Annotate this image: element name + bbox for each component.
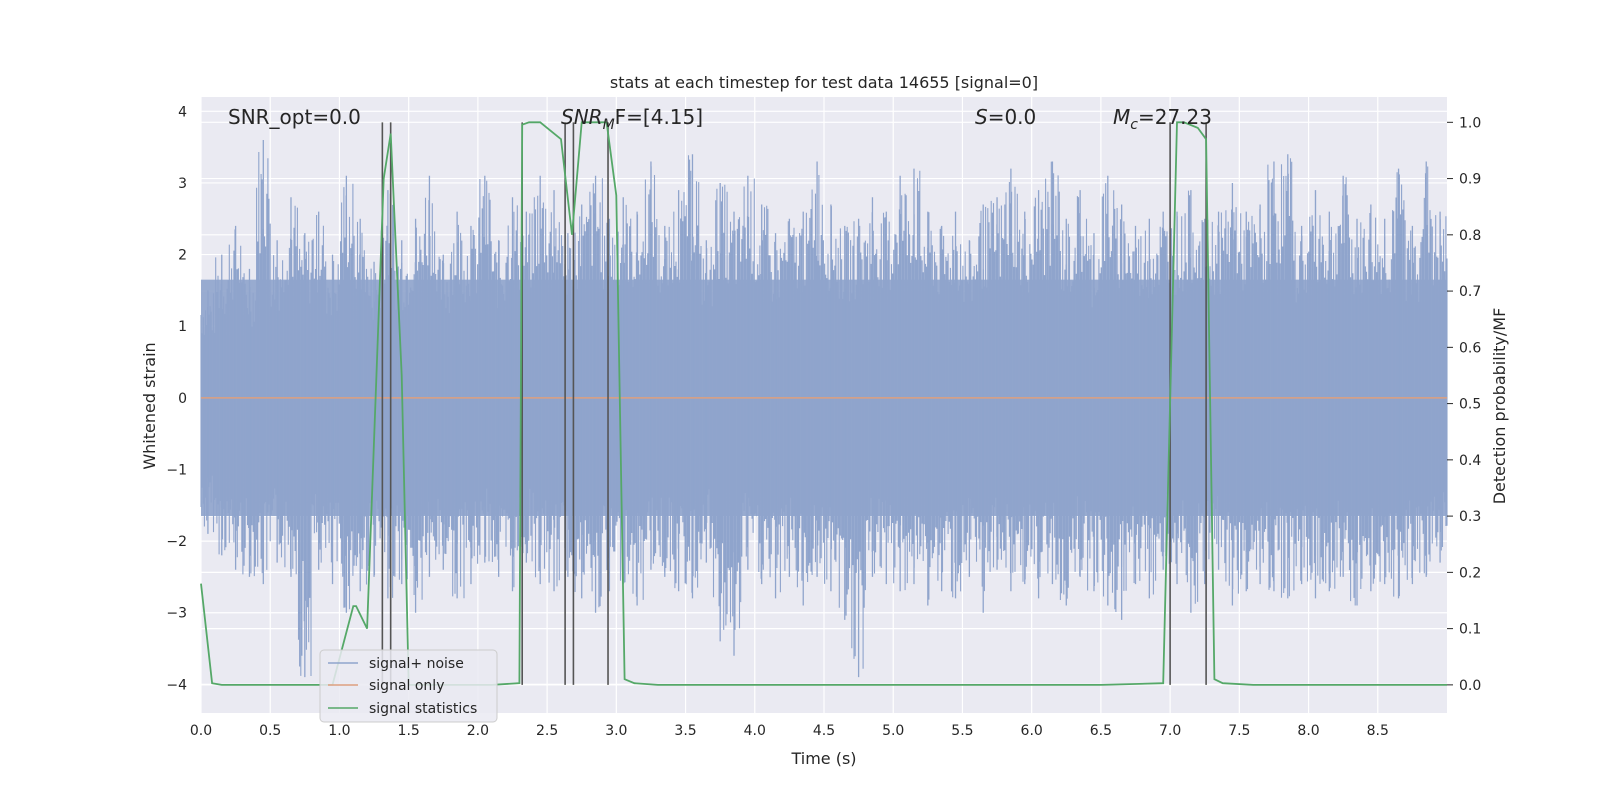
annotation-s-rest: =0.0	[988, 105, 1037, 129]
annotation-mc-rest: =27.23	[1138, 105, 1212, 129]
annotation-mc-sub: c	[1130, 117, 1138, 133]
y2-tick-label: 0.7	[1459, 284, 1481, 300]
signal-statistics-series	[200, 121, 1447, 686]
annotation-s: S=0.0	[975, 105, 1036, 129]
x-tick-label: 8.5	[1367, 723, 1389, 739]
x-tick-label: 4.5	[813, 723, 835, 739]
y2-tick-label: 0.9	[1459, 172, 1481, 188]
x-tick-label: 1.5	[398, 723, 420, 739]
y-tick-label: −2	[166, 534, 187, 550]
chart-title: stats at each timestep for test data 146…	[610, 73, 1038, 92]
legend-label-signal-noise: signal+ noise	[369, 656, 464, 672]
annotation-mc-main: M	[1113, 105, 1130, 129]
x-tick-label: 0.0	[190, 723, 212, 739]
y2-tick-label: 0.3	[1459, 509, 1481, 525]
y2-tick-label: 0.6	[1459, 340, 1481, 356]
x-tick-label: 6.0	[1021, 723, 1043, 739]
x-tick-label: 2.5	[536, 723, 558, 739]
x-tick-label: 5.0	[882, 723, 904, 739]
legend-box	[319, 649, 498, 723]
annotation-snr-mf-main: SNR	[561, 105, 603, 129]
x-tick-label: 0.5	[259, 723, 281, 739]
signal-statistics-line	[200, 121, 1447, 686]
tick-labels: 0.0 0.5 1.0 1.5 2.0 2.5 3.0 3.5 4.0 4.5 5.0 5.5 6.0 6…	[166, 104, 1481, 739]
y2-tick-label: 0.2	[1459, 565, 1481, 581]
y-tick-label: −3	[166, 606, 187, 622]
y-tick-label: 4	[178, 104, 187, 120]
y-tick-label: 2	[178, 248, 187, 264]
x-tick-label: 3.0	[605, 723, 627, 739]
y-axis-label: Whitened strain	[140, 342, 159, 469]
legend-label-signal-only: signal only	[369, 678, 444, 694]
x-tick-label: 3.5	[674, 723, 696, 739]
annotation-s-main: S	[975, 105, 988, 129]
x-tick-label: 7.5	[1228, 723, 1250, 739]
x-axis-label: Time (s)	[790, 749, 856, 768]
y2-axis-label: Detection probability/MF	[1490, 308, 1509, 505]
annotation-snr-opt: SNR_opt=0.0	[228, 105, 361, 129]
y2-tick-label: 0.8	[1459, 228, 1481, 244]
y2-tick-label: 0.1	[1459, 622, 1481, 638]
y2-tick-label: 0.5	[1459, 397, 1481, 413]
x-tick-label: 6.5	[1090, 723, 1112, 739]
x-tick-label: 2.0	[467, 723, 489, 739]
annotation-snr-mf: SNRMF=[4.15]	[561, 105, 703, 133]
y-tick-label: −1	[166, 462, 187, 478]
x-tick-label: 1.0	[328, 723, 350, 739]
annotation-snr-mf-rest: F=[4.15]	[615, 105, 703, 129]
x-tick-label: 8.0	[1297, 723, 1319, 739]
x-tick-label: 7.0	[1159, 723, 1181, 739]
y2-tick-label: 0.4	[1459, 453, 1481, 469]
y-tick-label: 0	[178, 391, 187, 407]
legend-label-signal-statistics: signal statistics	[369, 701, 477, 717]
y2-tick-label: 1.0	[1459, 115, 1481, 131]
legend: signal+ noise signal only signal statist…	[319, 649, 498, 723]
y-tick-label: 1	[178, 319, 187, 335]
y2-tick-label: 0.0	[1459, 678, 1481, 694]
annotation-mc: Mc=27.23	[1113, 105, 1212, 133]
annotation-snr-mf-sub: M	[603, 117, 615, 133]
x-tick-label: 4.0	[744, 723, 766, 739]
y-tick-label: 3	[178, 176, 187, 192]
x-tick-label: 5.5	[951, 723, 973, 739]
y-tick-label: −4	[166, 677, 187, 693]
